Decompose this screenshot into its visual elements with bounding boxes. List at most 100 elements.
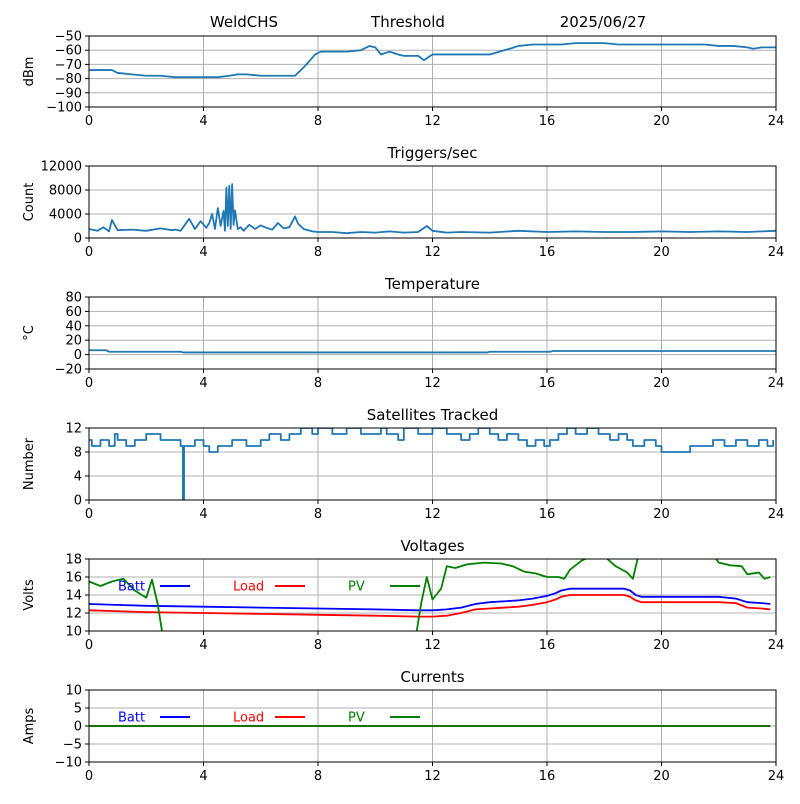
y-tick-label: −70 <box>55 58 82 73</box>
y-tick-label: 60 <box>65 305 82 320</box>
header-date: 2025/06/27 <box>560 13 646 31</box>
series-line-1 <box>89 428 775 500</box>
x-tick-label: 20 <box>653 638 670 653</box>
panel-title-voltages: Voltages <box>400 537 464 555</box>
legend-label-batt: Batt <box>118 711 145 726</box>
y-tick-label: 10 <box>65 684 82 699</box>
y-tick-label: 0 <box>74 232 82 247</box>
panel-4: 0 4 8 12 16 20 24 0 4 8 12 Satellites Tracked Number <box>22 406 784 522</box>
header-mode: Threshold <box>370 13 445 31</box>
y-tick-label: 20 <box>65 334 82 349</box>
x-tick-label: 12 <box>424 376 441 391</box>
x-tick-label: 24 <box>768 376 785 391</box>
y-tick-label: 0 <box>74 348 82 363</box>
y-tick-label: 18 <box>65 553 82 568</box>
panel-title-currents: Currents <box>400 668 464 686</box>
x-tick-label: 16 <box>539 245 556 260</box>
y-tick-label: 80 <box>65 291 82 306</box>
x-tick-label: 8 <box>314 507 322 522</box>
series-line-1 <box>89 183 776 235</box>
y-tick-label: 12 <box>65 607 82 622</box>
x-tick-label: 20 <box>653 376 670 391</box>
panel-title-satellites-tracked: Satellites Tracked <box>367 406 498 424</box>
y-tick-label: 14 <box>65 589 82 604</box>
panel-2: 0 4 8 12 16 20 24 0 4000 8000 12000 Triggers/sec Cou… <box>22 144 784 260</box>
y-tick-label: 10 <box>65 625 82 640</box>
series-group <box>89 559 771 631</box>
x-tick-label: 16 <box>539 114 556 129</box>
y-tick-label: 12 <box>65 422 82 437</box>
x-tick-label: 0 <box>85 245 93 260</box>
x-tick-label: 16 <box>539 507 556 522</box>
y-tick-label: −60 <box>55 44 82 59</box>
y-tick-label: 5 <box>74 702 82 717</box>
y-tick-label: 0 <box>74 720 82 735</box>
x-tick-label: 24 <box>768 769 785 784</box>
x-tick-label: 12 <box>424 638 441 653</box>
y-tick-label: −5 <box>63 738 82 753</box>
x-tick-label: 16 <box>539 638 556 653</box>
series-line-1 <box>89 349 776 354</box>
legend: Batt Load PV <box>118 711 420 726</box>
x-tick-label: 4 <box>199 638 207 653</box>
series-line-1 <box>89 42 776 79</box>
x-tick-label: 0 <box>85 769 93 784</box>
series-group <box>89 349 776 354</box>
panel-1: 0 4 8 12 16 20 24 −100−90−80−70−60−50 dBm <box>22 30 784 130</box>
x-tick-label: 24 <box>768 245 785 260</box>
x-tick-label: 4 <box>199 507 207 522</box>
x-tick-label: 0 <box>85 376 93 391</box>
legend-label-load: Load <box>233 711 264 726</box>
y-axis-label: Number <box>22 437 37 490</box>
legend-label-pv: PV <box>348 711 365 726</box>
y-tick-label: 8 <box>74 446 82 461</box>
header-station: WeldCHS <box>210 13 278 31</box>
series-group <box>89 183 776 235</box>
x-tick-label: 0 <box>85 507 93 522</box>
y-axis-label: Volts <box>22 579 37 611</box>
panel-5: 0 4 8 12 16 20 24 10 12 14 16 18 Voltages Volts Batt Lo… <box>22 537 784 653</box>
y-tick-label: 16 <box>65 571 82 586</box>
y-axis-label: °C <box>22 325 37 341</box>
y-tick-label: 0 <box>74 494 82 509</box>
x-tick-label: 20 <box>653 769 670 784</box>
y-tick-label: −80 <box>55 72 82 87</box>
x-tick-label: 20 <box>653 245 670 260</box>
y-tick-label: 8000 <box>49 184 82 199</box>
legend-label-load: Load <box>233 580 264 595</box>
legend: Batt Load PV <box>118 580 420 595</box>
x-tick-label: 8 <box>314 245 322 260</box>
y-tick-label: 4000 <box>49 208 82 223</box>
x-tick-label: 16 <box>539 376 556 391</box>
x-tick-label: 12 <box>424 114 441 129</box>
x-tick-label: 8 <box>314 114 322 129</box>
x-tick-label: 12 <box>424 769 441 784</box>
y-axis-label: Amps <box>22 707 37 744</box>
x-tick-label: 4 <box>199 114 207 129</box>
x-tick-label: 24 <box>768 114 785 129</box>
y-tick-label: −20 <box>55 363 82 378</box>
panel-title-triggers-sec: Triggers/sec <box>387 144 478 162</box>
x-tick-label: 12 <box>424 245 441 260</box>
x-tick-label: 8 <box>314 769 322 784</box>
y-axis-label: dBm <box>22 57 37 87</box>
series-line-2 <box>89 594 771 618</box>
y-tick-label: −10 <box>55 756 82 771</box>
y-tick-label: 4 <box>74 470 82 485</box>
x-tick-label: 24 <box>768 507 785 522</box>
x-tick-label: 0 <box>85 638 93 653</box>
panel-title-temperature: Temperature <box>384 275 480 293</box>
y-tick-label: 12000 <box>41 160 82 175</box>
series-group <box>89 428 775 500</box>
series-line-1 <box>89 587 771 612</box>
x-tick-label: 24 <box>768 638 785 653</box>
series-line-3 <box>89 559 771 631</box>
x-tick-label: 0 <box>85 114 93 129</box>
x-tick-label: 4 <box>199 376 207 391</box>
x-tick-label: 4 <box>199 769 207 784</box>
x-tick-label: 12 <box>424 507 441 522</box>
y-axis-label: Count <box>22 183 37 222</box>
